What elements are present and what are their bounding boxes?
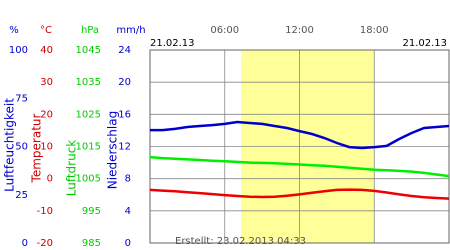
y-tick-label: 75 — [15, 93, 28, 104]
y-tick-label: 30 — [40, 77, 53, 88]
y-tick-label: 40 — [40, 45, 53, 56]
y-tick-label: 24 — [118, 45, 131, 56]
axis-unit: % — [9, 25, 19, 36]
axis-unit: mm/h — [116, 25, 145, 36]
date-right: 21.02.13 — [402, 38, 447, 49]
y-tick-label: 4 — [125, 206, 131, 217]
data-line — [149, 188, 450, 200]
y-tick-label: 1005 — [76, 174, 101, 185]
y-tick-label: 12 — [118, 142, 131, 153]
y-tick-label: 985 — [82, 238, 101, 249]
data-line — [149, 155, 450, 178]
plot-border — [149, 49, 450, 244]
y-tick-label: 10 — [40, 142, 53, 153]
data-line — [150, 120, 450, 150]
axis-unit: hPa — [81, 25, 99, 36]
y-tick-label: 8 — [125, 174, 131, 185]
y-tick-label: 995 — [82, 206, 101, 217]
y-tick-label: 25 — [15, 190, 28, 201]
y-tick-label: 0 — [47, 174, 53, 185]
y-tick-label: -20 — [37, 238, 53, 249]
y-tick-label: 1045 — [76, 45, 101, 56]
y-tick-label: -10 — [37, 206, 53, 217]
axis-name: Niederschlag — [106, 111, 120, 189]
footer: Erstellt: 23.02.2013 04:33 — [175, 236, 306, 247]
axis-name: Temperatur — [30, 113, 44, 183]
y-tick-label: 1015 — [76, 142, 101, 153]
y-tick-label: 16 — [118, 109, 131, 120]
x-tick-label: 06:00 — [210, 25, 239, 36]
y-tick-label: 1025 — [76, 109, 101, 120]
axis-name: Luftfeuchtigkeit — [3, 98, 17, 192]
y-tick-label: 50 — [15, 142, 28, 153]
y-tick-label: 20 — [40, 109, 53, 120]
y-tick-label: 20 — [118, 77, 131, 88]
y-tick-label: 0 — [22, 238, 28, 249]
y-tick-label: 100 — [9, 45, 28, 56]
x-tick-label: 12:00 — [285, 25, 314, 36]
x-tick-label: 18:00 — [360, 25, 389, 36]
date-left: 21.02.13 — [150, 38, 195, 49]
y-tick-label: 0 — [125, 238, 131, 249]
y-tick-label: 1035 — [76, 77, 101, 88]
axis-unit: °C — [40, 25, 52, 36]
axis-name: Luftdruck — [65, 140, 79, 197]
